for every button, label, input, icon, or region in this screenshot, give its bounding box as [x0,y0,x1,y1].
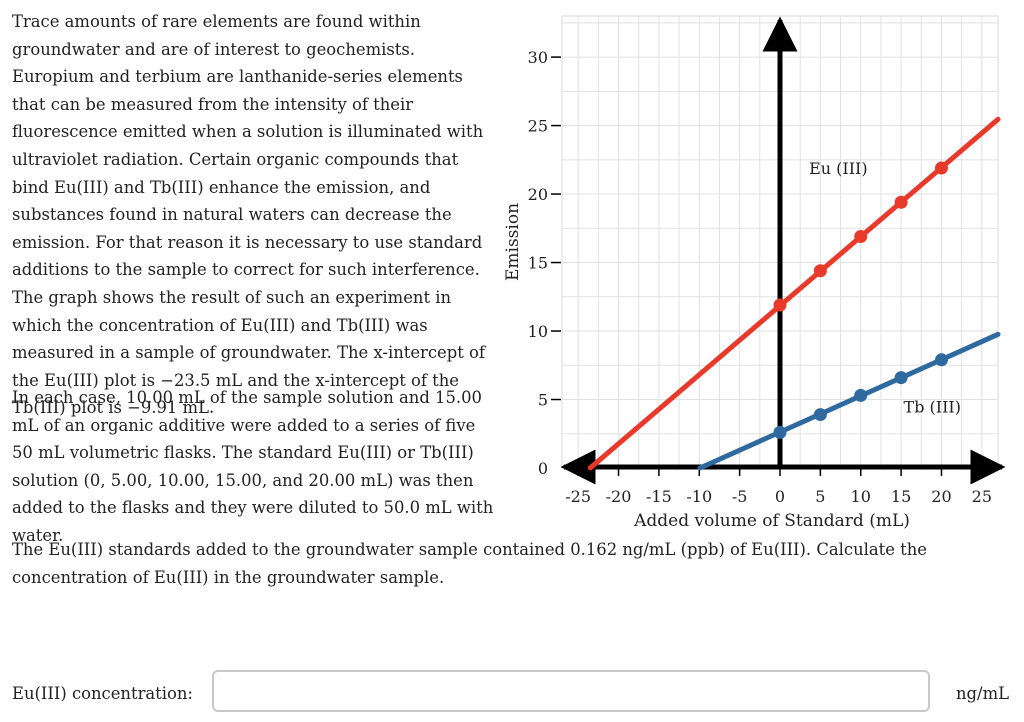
x-tick-label: 20 [931,487,951,506]
x-axis-title: Added volume of Standard (mL) [633,511,910,531]
x-tick-label: -10 [686,487,712,506]
tb-iii-data-point [934,353,948,367]
tb-iii-data-point [773,425,787,439]
y-tick-label: 10 [528,322,548,341]
x-tick-label: 15 [891,487,911,506]
y-tick-label: 15 [528,254,548,273]
tb-iii-data-point [813,408,827,422]
standard-addition-chart: 0 5 10 15 20 25 30 -25 -20 -15 -10 -5 0 5 10 15 20 25 Add… [503,15,1006,531]
eu-series-label: Eu (III) [809,159,868,178]
tb-series-label: Tb (III) [904,397,961,416]
x-tick-label: 25 [972,487,992,506]
tb-iii-data-point [854,388,868,402]
y-tick-label: 5 [538,391,548,410]
y-axis-title: Emission [503,203,523,281]
x-tick-label: 5 [815,487,825,506]
eu-iii-data-point [934,161,948,175]
question-paragraph-2: In each case, 10.00 mL of the sample sol… [12,388,494,545]
answer-label: Eu(III) concentration: [12,684,193,703]
y-tick-label: 25 [528,117,548,136]
eu-iii-data-point [773,298,787,312]
y-tick-label: 30 [528,48,548,67]
concentration-input[interactable] [212,670,930,712]
y-tick-label: 0 [538,459,548,478]
y-tick-label: 20 [528,185,548,204]
eu-iii-fit-line [587,116,1001,471]
eu-iii-data-point [894,195,908,209]
x-tick-label: -5 [732,487,748,506]
tb-iii-fit-line [697,331,1001,471]
x-tick-label: 0 [775,487,785,506]
tb-iii-data-point [894,371,908,385]
x-tick-label: -15 [646,487,672,506]
eu-iii-data-point [813,264,827,278]
x-tick-label: 10 [851,487,871,506]
question-paragraph-3: The Eu(III) standards added to the groun… [12,540,927,587]
answer-row: Eu(III) concentration: ng/mL [0,668,1024,720]
x-tick-label: -25 [565,487,591,506]
x-tick-label: -20 [606,487,632,506]
answer-unit: ng/mL [956,684,1009,703]
eu-iii-data-point [854,230,868,244]
question-paragraph-1: Trace amounts of rare elements are found… [12,12,485,418]
